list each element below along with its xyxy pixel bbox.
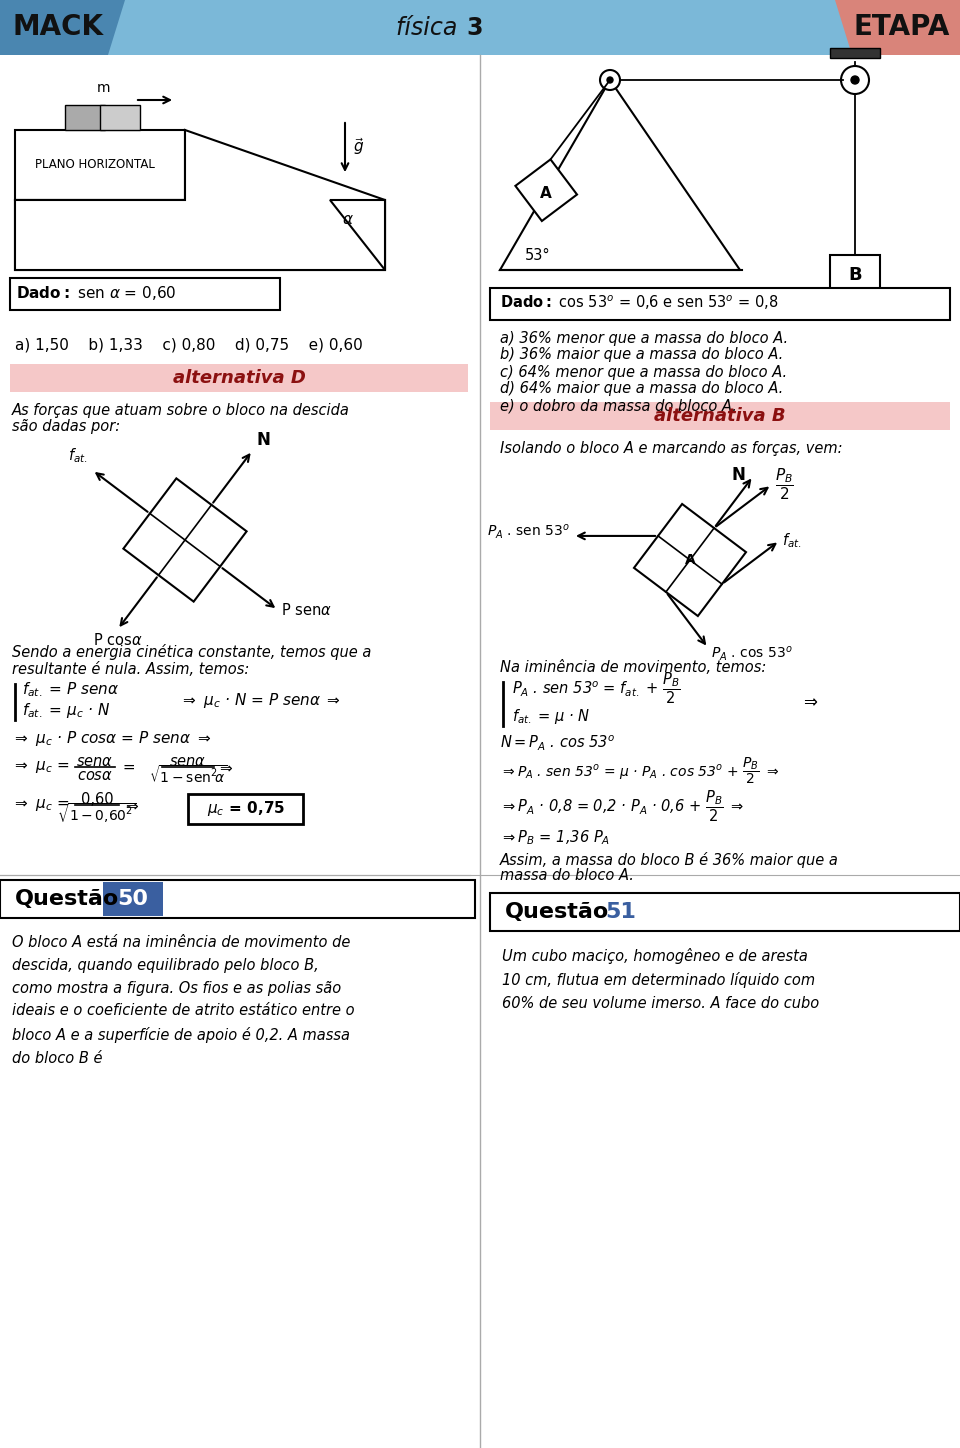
Text: N: N xyxy=(256,430,271,449)
Text: Questão: Questão xyxy=(505,902,610,922)
Text: Assim, a massa do bloco B é 36% maior que a: Assim, a massa do bloco B é 36% maior qu… xyxy=(500,851,839,867)
Text: $P_A$ . sen 53$^o$: $P_A$ . sen 53$^o$ xyxy=(487,523,570,542)
Text: $\vec{g}$: $\vec{g}$ xyxy=(353,136,364,158)
Text: m: m xyxy=(96,81,109,96)
Text: $\mathbf{Dado:}$ cos 53$^o$ = 0,6 e sen 53$^o$ = 0,8: $\mathbf{Dado:}$ cos 53$^o$ = 0,6 e sen … xyxy=(500,294,779,313)
Text: 51: 51 xyxy=(605,902,636,922)
Text: $\dfrac{P_B}{2}$: $\dfrac{P_B}{2}$ xyxy=(775,468,794,502)
Text: =: = xyxy=(118,760,140,775)
Polygon shape xyxy=(835,0,960,55)
Text: Um cubo maciço, homogêneo e de aresta
10 cm, flutua em determinado líquido com
6: Um cubo maciço, homogêneo e de aresta 10… xyxy=(502,948,819,1011)
Text: Sendo a energia cinética constante, temos que a: Sendo a energia cinética constante, temo… xyxy=(12,644,372,660)
Text: $\mathbf{Dado:}$ sen $\alpha$ = 0,60: $\mathbf{Dado:}$ sen $\alpha$ = 0,60 xyxy=(16,284,177,303)
Text: $\sqrt{1 - \mathrm{sen}^2\!\alpha}$: $\sqrt{1 - \mathrm{sen}^2\!\alpha}$ xyxy=(149,766,228,786)
Bar xyxy=(0,880,475,918)
Text: $\Rightarrow$: $\Rightarrow$ xyxy=(217,760,234,775)
Bar xyxy=(490,893,960,931)
Circle shape xyxy=(600,70,620,90)
Text: MACK: MACK xyxy=(12,13,104,41)
Text: resultante é nula. Assim, temos:: resultante é nula. Assim, temos: xyxy=(12,662,250,676)
Text: $f_{at.}$ = $\mu$ · N: $f_{at.}$ = $\mu$ · N xyxy=(512,707,590,725)
Polygon shape xyxy=(100,106,140,130)
Text: $f_{at.}$: $f_{at.}$ xyxy=(68,446,87,465)
FancyBboxPatch shape xyxy=(10,278,280,310)
Text: $\alpha$: $\alpha$ xyxy=(342,211,354,227)
Text: ETAPA: ETAPA xyxy=(853,13,950,41)
Text: $f_{at.}$ = P sen$\alpha$: $f_{at.}$ = P sen$\alpha$ xyxy=(22,681,119,699)
Text: $\Rightarrow$: $\Rightarrow$ xyxy=(800,692,818,710)
FancyBboxPatch shape xyxy=(490,288,950,320)
Text: O bloco A está na iminência de movimento de
descida, quando equilibrado pelo blo: O bloco A está na iminência de movimento… xyxy=(12,935,354,1066)
Polygon shape xyxy=(330,200,385,269)
Text: $P_A$ . cos 53$^o$: $P_A$ . cos 53$^o$ xyxy=(711,644,793,663)
Text: N: N xyxy=(732,466,745,484)
Polygon shape xyxy=(0,0,125,55)
Text: $\Rightarrow$ $\mu_c$ · P cos$\alpha$ = P sen$\alpha$ $\Rightarrow$: $\Rightarrow$ $\mu_c$ · P cos$\alpha$ = … xyxy=(12,730,211,749)
Text: $\Rightarrow$: $\Rightarrow$ xyxy=(123,798,140,812)
Polygon shape xyxy=(15,130,185,200)
Text: a) 1,50    b) 1,33    c) 0,80    d) 0,75    e) 0,60: a) 1,50 b) 1,33 c) 0,80 d) 0,75 e) 0,60 xyxy=(15,337,363,352)
Text: e) o dobro da massa do bloco A.: e) o dobro da massa do bloco A. xyxy=(500,398,737,414)
Text: c) 64% menor que a massa do bloco A.: c) 64% menor que a massa do bloco A. xyxy=(500,365,787,379)
Text: física: física xyxy=(396,16,465,41)
Text: sen$\alpha$: sen$\alpha$ xyxy=(77,753,113,769)
Bar xyxy=(490,403,950,430)
Text: alternativa B: alternativa B xyxy=(654,407,786,426)
Circle shape xyxy=(851,75,859,84)
Text: $N = P_A$ . cos 53$^o$: $N = P_A$ . cos 53$^o$ xyxy=(500,733,615,753)
Text: $\Rightarrow P_B$ = 1,36 $P_A$: $\Rightarrow P_B$ = 1,36 $P_A$ xyxy=(500,828,611,847)
Circle shape xyxy=(607,77,613,83)
Text: Questão: Questão xyxy=(15,889,119,909)
Text: $P_A$ . sen 53$^o$ = $f_{at.}$ + $\dfrac{P_B}{2}$: $P_A$ . sen 53$^o$ = $f_{at.}$ + $\dfrac… xyxy=(512,670,681,705)
Text: alternativa D: alternativa D xyxy=(173,369,305,387)
Text: $\Rightarrow$ $\mu_c$ · N = P sen$\alpha$ $\Rightarrow$: $\Rightarrow$ $\mu_c$ · N = P sen$\alpha… xyxy=(180,691,341,710)
Text: cos$\alpha$: cos$\alpha$ xyxy=(77,767,113,782)
Text: A: A xyxy=(684,553,695,568)
Text: B: B xyxy=(849,266,862,284)
Text: b) 36% maior que a massa do bloco A.: b) 36% maior que a massa do bloco A. xyxy=(500,348,783,362)
Polygon shape xyxy=(124,478,247,601)
Bar xyxy=(103,882,163,917)
Text: $\Rightarrow$ $\mu_c$ =: $\Rightarrow$ $\mu_c$ = xyxy=(12,759,71,775)
Text: P sen$\alpha$: P sen$\alpha$ xyxy=(280,602,331,618)
Polygon shape xyxy=(15,200,385,269)
Text: $\Rightarrow$ $\mu_c$ =: $\Rightarrow$ $\mu_c$ = xyxy=(12,796,71,812)
Polygon shape xyxy=(500,80,740,269)
Text: 0,60: 0,60 xyxy=(81,792,113,807)
Text: PLANO HORIZONTAL: PLANO HORIZONTAL xyxy=(36,158,155,171)
Text: $f_{at.}$: $f_{at.}$ xyxy=(782,531,802,550)
Text: P cos$\alpha$: P cos$\alpha$ xyxy=(93,633,142,649)
Bar xyxy=(830,255,880,295)
Text: As forças que atuam sobre o bloco na descida: As forças que atuam sobre o bloco na des… xyxy=(12,403,349,417)
Text: Isolando o bloco A e marcando as forças, vem:: Isolando o bloco A e marcando as forças,… xyxy=(500,440,843,456)
Bar xyxy=(0,0,960,55)
Polygon shape xyxy=(634,504,746,615)
Text: massa do bloco A.: massa do bloco A. xyxy=(500,869,634,883)
Bar xyxy=(830,48,880,58)
Text: sen$\alpha$: sen$\alpha$ xyxy=(169,753,206,769)
Polygon shape xyxy=(516,159,577,222)
Text: $\mu_c$ = 0,75: $\mu_c$ = 0,75 xyxy=(207,799,285,818)
Polygon shape xyxy=(15,130,385,269)
Text: $\Rightarrow P_A$ . sen 53$^o$ = $\mu$ · $P_A$ . cos 53$^o$ + $\dfrac{P_B}{2}$ $: $\Rightarrow P_A$ . sen 53$^o$ = $\mu$ ·… xyxy=(500,756,780,786)
Text: $\Rightarrow P_A$ · 0,8 = 0,2 · $P_A$ · 0,6 + $\dfrac{P_B}{2}$ $\Rightarrow$: $\Rightarrow P_A$ · 0,8 = 0,2 · $P_A$ · … xyxy=(500,788,744,824)
Text: d) 64% maior que a massa do bloco A.: d) 64% maior que a massa do bloco A. xyxy=(500,381,783,397)
Text: são dadas por:: são dadas por: xyxy=(12,418,120,433)
Text: $\sqrt{1 - 0{,}60^2}$: $\sqrt{1 - 0{,}60^2}$ xyxy=(58,801,136,825)
Text: 50: 50 xyxy=(117,889,149,909)
Circle shape xyxy=(841,67,869,94)
Polygon shape xyxy=(65,106,105,130)
Text: $f_{at.}$ = $\mu_c$ · N: $f_{at.}$ = $\mu_c$ · N xyxy=(22,701,110,720)
Text: a) 36% menor que a massa do bloco A.: a) 36% menor que a massa do bloco A. xyxy=(500,330,788,346)
Text: 53°: 53° xyxy=(525,248,551,262)
Bar xyxy=(10,363,468,392)
FancyBboxPatch shape xyxy=(188,794,303,824)
Text: 3: 3 xyxy=(466,16,483,41)
Text: A: A xyxy=(540,185,552,201)
Text: Na iminência de movimento, temos:: Na iminência de movimento, temos: xyxy=(500,660,766,676)
